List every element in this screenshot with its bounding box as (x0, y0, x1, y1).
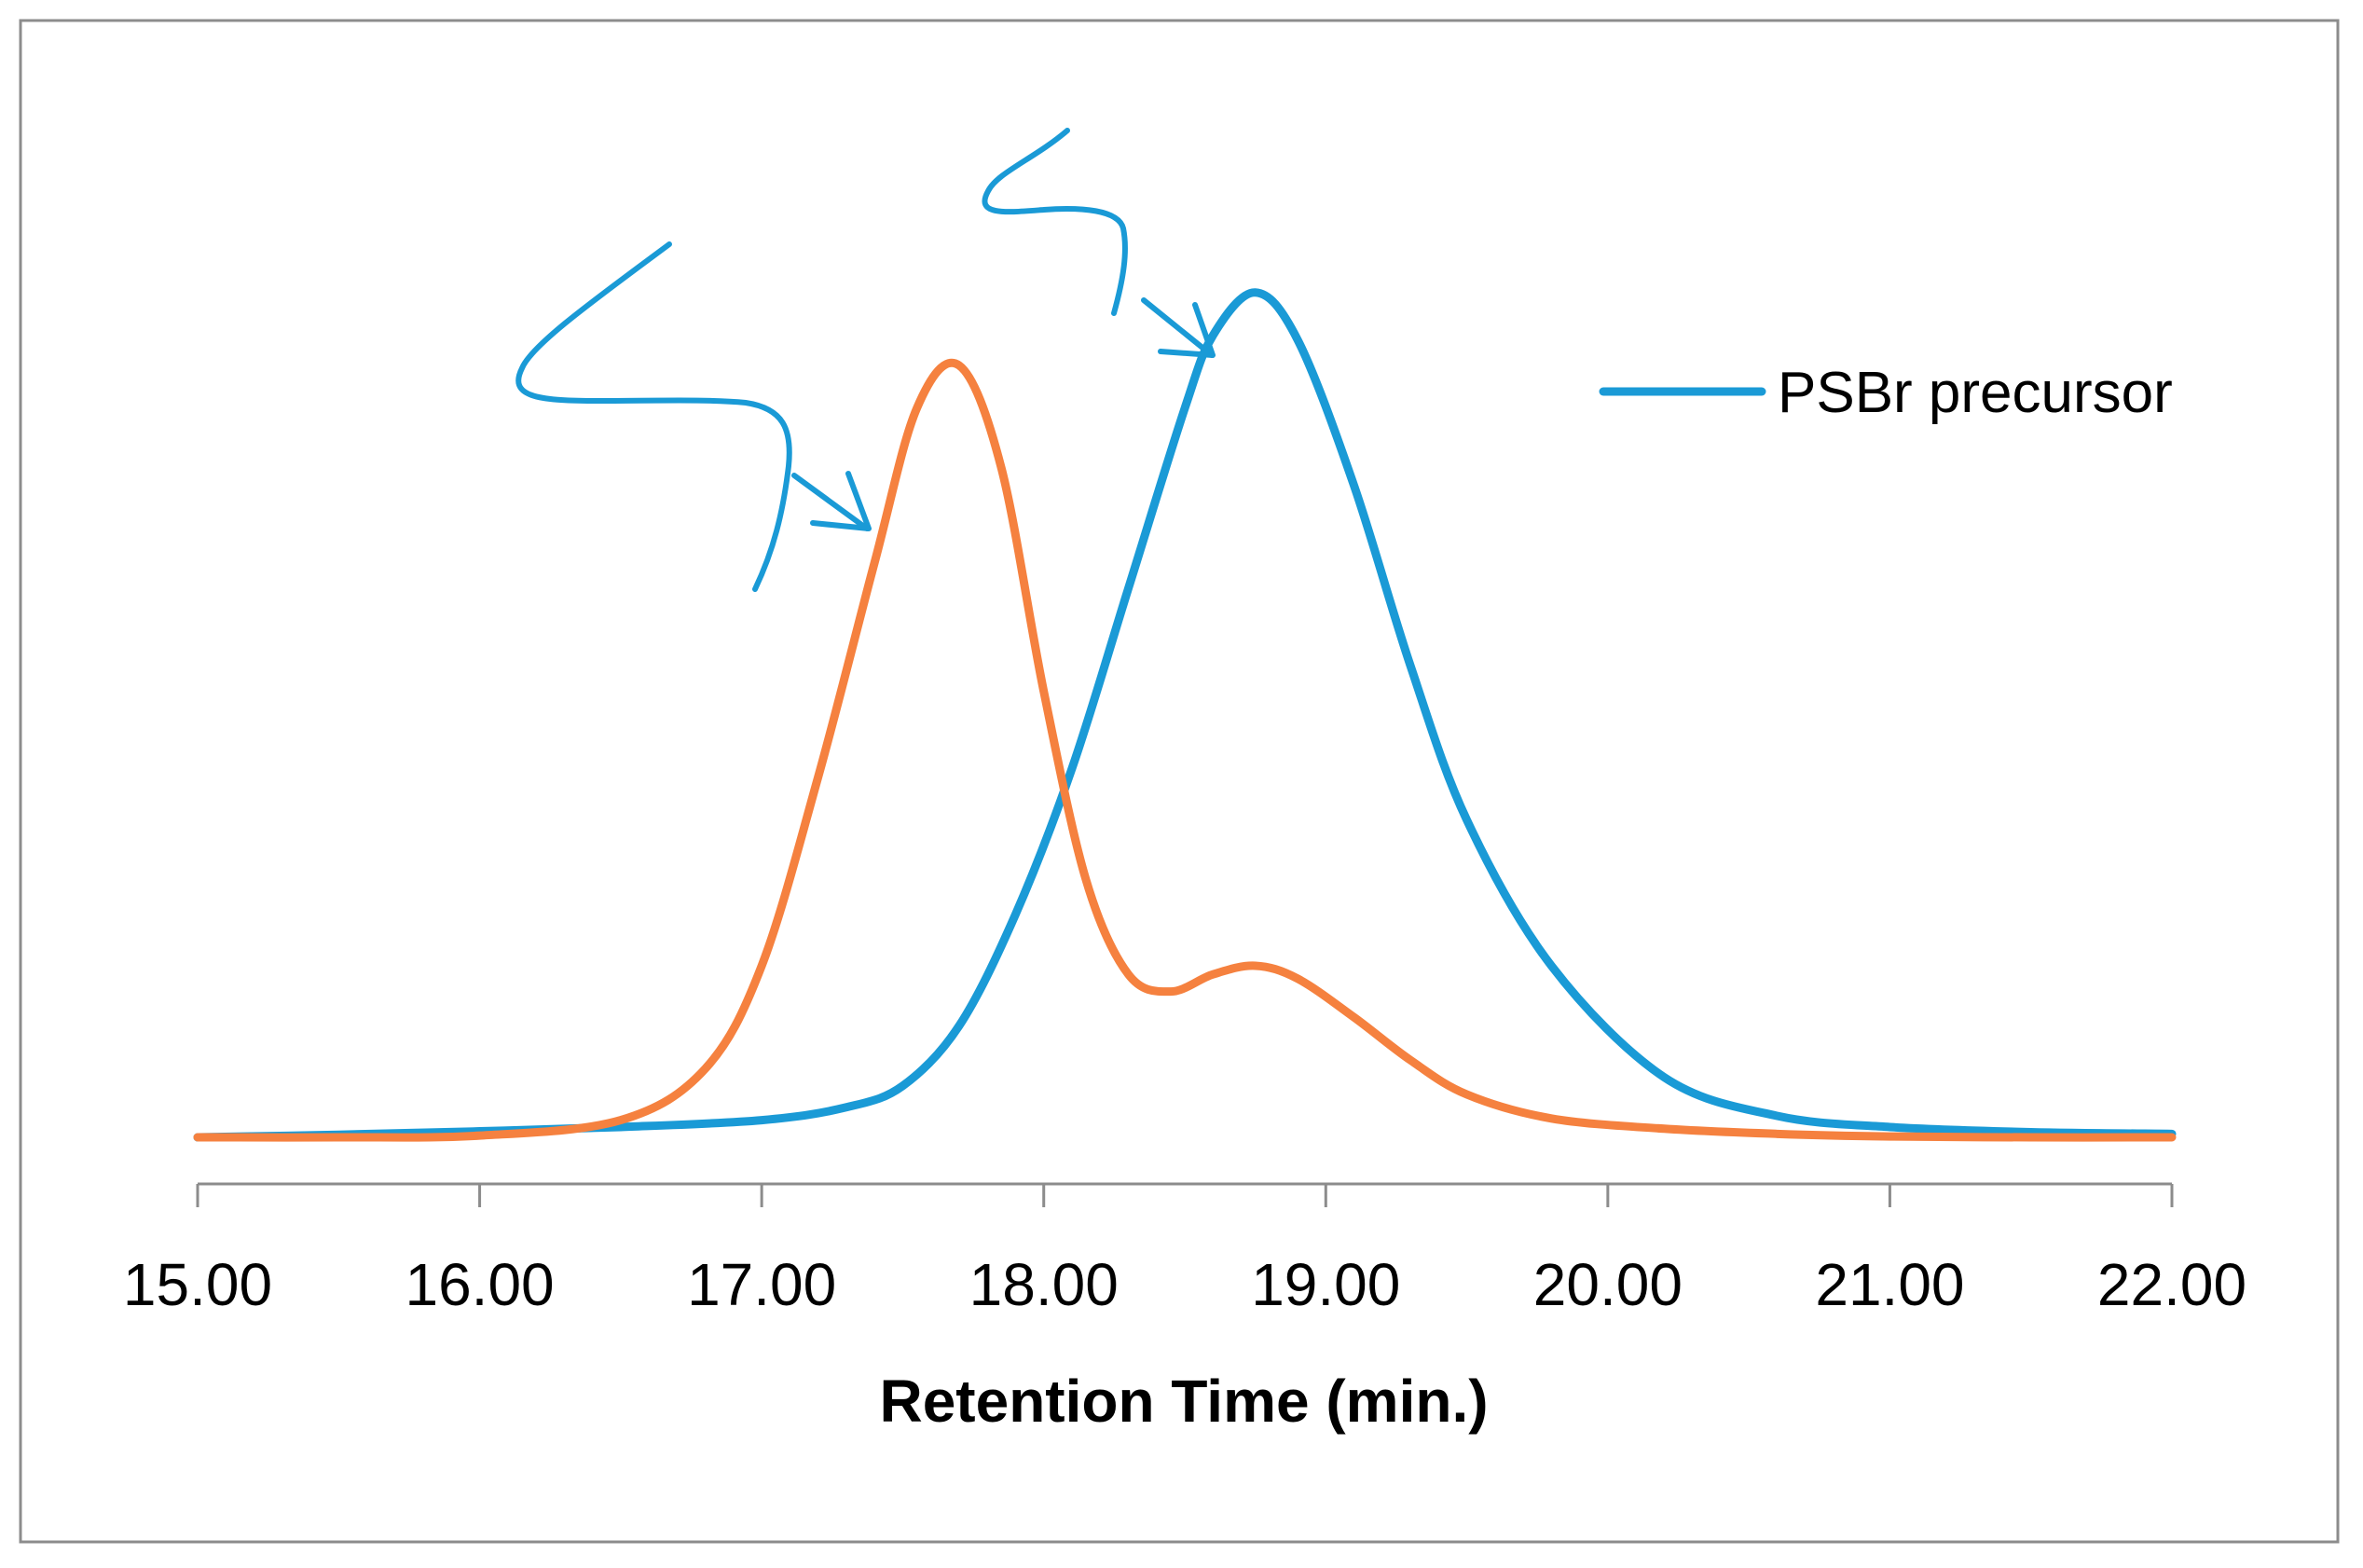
annotation-arrow-head (1158, 302, 1216, 358)
x-tick-label: 22.00 (2097, 1251, 2246, 1318)
annotation-squiggle (982, 128, 1128, 316)
chart-border (19, 19, 2340, 1544)
annotation-squiggle (515, 241, 792, 592)
series-line-psbr-precursor (193, 288, 2177, 1142)
annotation-orange-peak-arrow (515, 241, 872, 592)
x-tick-label: 19.00 (1251, 1251, 1400, 1318)
x-tick-label: 17.00 (687, 1251, 836, 1318)
x-tick-label: 21.00 (1815, 1251, 1964, 1318)
x-tick-label: 15.00 (123, 1251, 272, 1318)
annotation-arrow-shaft (791, 473, 870, 531)
x-tick-label: 20.00 (1533, 1251, 1683, 1318)
legend-label-psbr-precursor: PSBr precursor (1778, 361, 2173, 425)
x-tick-label: 16.00 (405, 1251, 554, 1318)
legend: PSBr precursor (1599, 361, 2173, 425)
annotation-arrow-shaft (1141, 297, 1215, 358)
x-tick-label: 18.00 (969, 1251, 1119, 1318)
series-line-orange (193, 358, 2177, 1142)
x-axis-title: Retention Time (min.) (879, 1368, 1488, 1435)
x-axis: 15.00 16.00 17.00 18.00 19.00 20.00 21.00 22.00 (123, 1182, 2246, 1318)
annotation-blue-peak-arrow (982, 128, 1216, 358)
annotation-arrow-head (810, 471, 872, 531)
series-layer (193, 288, 2177, 1142)
